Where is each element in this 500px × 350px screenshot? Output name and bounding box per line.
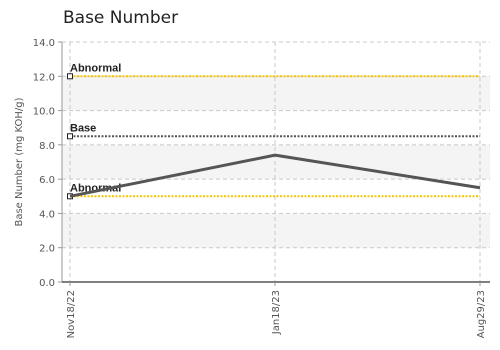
y-tick-label: 0.0 <box>39 278 55 289</box>
series-line <box>69 153 481 198</box>
x-tick-label: Aug29/23 <box>476 290 487 338</box>
chart-title: Base Number <box>63 8 179 28</box>
y-axis-label: Base Number (mg KOH/g) <box>14 97 25 226</box>
grid-band <box>62 144 490 180</box>
x-tick-label: Nov18/22 <box>66 290 77 338</box>
y-tick-label: 12.0 <box>33 72 55 83</box>
x-tick-label: Jan18/23 <box>271 290 282 335</box>
y-tick-label: 14.0 <box>33 38 55 49</box>
threshold-marker <box>67 73 73 80</box>
y-tick-label: 4.0 <box>39 209 55 220</box>
threshold-label: Abnormal <box>70 182 121 194</box>
y-tick-label: 10.0 <box>33 107 55 118</box>
y-tick-label: 6.0 <box>39 175 55 186</box>
y-tick-label: 8.0 <box>39 141 55 152</box>
grid-band <box>62 76 490 111</box>
threshold-label: Abnormal <box>70 62 121 74</box>
grid-band <box>62 213 490 248</box>
threshold-label: Base <box>70 122 96 134</box>
y-tick-label: 2.0 <box>39 244 55 255</box>
threshold-marker <box>67 133 73 140</box>
